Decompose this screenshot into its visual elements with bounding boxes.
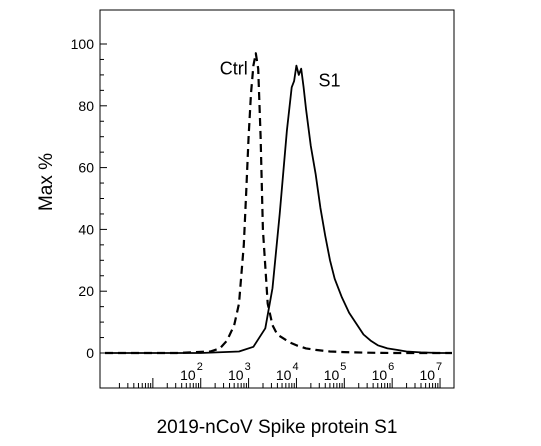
x-tick-label-exponent: 2: [197, 361, 203, 373]
x-tick-label-exponent: 4: [292, 361, 298, 373]
plot-frame: [99, 9, 455, 389]
series-layer: [105, 52, 452, 355]
y-tick-label-0: 0: [86, 345, 94, 361]
y-tick-label-100: 100: [71, 36, 95, 52]
x-tick-label-exponent: 7: [436, 361, 442, 373]
label-layer: Ctrl S1: [220, 58, 341, 90]
y-axis-title: Max %: [36, 153, 57, 211]
x-tick-label-base: 10: [419, 367, 435, 383]
x-tick-label-base: 10: [180, 367, 196, 383]
y-tick-label-20: 20: [78, 283, 94, 299]
x-tick-label-base: 10: [324, 367, 340, 383]
x-tick-label-base: 10: [276, 367, 292, 383]
x-axis-title: 2019-nCoV Spike protein S1: [157, 417, 398, 438]
x-tick-label-base: 10: [228, 367, 244, 383]
series-line-s1: [105, 64, 452, 354]
series-label-ctrl: Ctrl: [220, 58, 248, 78]
series-label-s1: S1: [318, 71, 340, 91]
x-tick-label-exponent: 6: [388, 361, 394, 373]
y-tick-label-60: 60: [78, 160, 94, 176]
x-tick-label-exponent: 3: [245, 361, 251, 373]
x-tick-label-exponent: 5: [340, 361, 346, 373]
series-line-ctrl: [105, 52, 452, 355]
y-tick-label-80: 80: [78, 98, 94, 114]
y-tick-label-40: 40: [78, 221, 94, 237]
x-tick-label-base: 10: [372, 367, 388, 383]
